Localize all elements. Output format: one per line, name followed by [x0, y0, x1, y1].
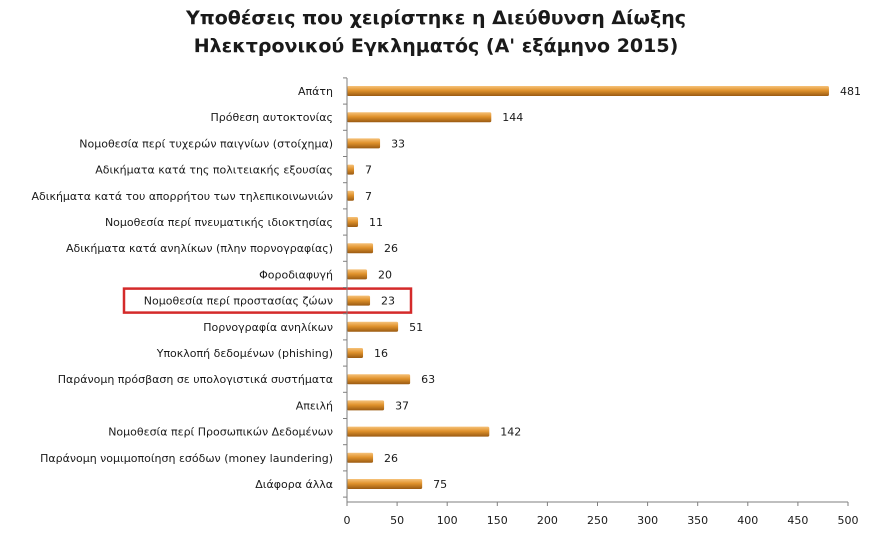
bar [347, 348, 364, 358]
axis-layer: 0 50 100 150 200 250 300 350 400 450 500 [343, 77, 859, 527]
x-tick-label: 200 [537, 514, 558, 527]
value-label: 37 [395, 399, 409, 412]
value-label: 7 [365, 164, 372, 177]
value-label: 33 [391, 137, 405, 150]
bar [347, 426, 490, 437]
chart-title-line-2: Ηλεκτρονικού Εγκληματός (Α' εξάμηνο 2015… [193, 35, 679, 57]
category-label: Απειλή [296, 399, 333, 412]
value-label: 16 [374, 347, 388, 360]
value-label: 26 [384, 242, 398, 255]
bars-layer: Απάτη 481 Πρόθεση αυτοκτονίας 144 Νομοθεσία … [31, 85, 860, 491]
category-label: Νομοθεσία περί Προσωπικών Δεδομένων [108, 426, 333, 439]
bar [347, 190, 355, 201]
category-label: Πορνογραφία ανηλίκων [203, 321, 333, 334]
value-label: 7 [365, 190, 372, 203]
x-tick-label: 450 [787, 514, 808, 527]
bar [347, 400, 385, 411]
bar [347, 112, 492, 123]
value-label: 26 [384, 452, 398, 465]
category-label: Αδικήματα κατά ανηλίκων (πλην πορνογραφί… [66, 242, 333, 255]
bar [347, 321, 399, 332]
category-label: Πρόθεση αυτοκτονίας [211, 111, 333, 124]
category-label: Αδικήματα κατά του απορρήτου των τηλεπικ… [31, 190, 333, 203]
bar [347, 479, 423, 489]
category-label: Νομοθεσία περί πνευματικής ιδιοκτησίας [105, 216, 333, 229]
category-label: Νομοθεσία περί τυχερών παιγνίων (στοίχημ… [79, 137, 333, 150]
x-tick-label: 350 [687, 514, 708, 527]
bar [347, 138, 381, 149]
value-label: 20 [378, 268, 392, 281]
category-label: Αδικήματα κατά της πολιτειακής εξουσίας [95, 164, 333, 177]
highlight-box [122, 287, 413, 314]
bar [347, 374, 411, 385]
value-label: 51 [409, 321, 423, 334]
category-label: Διάφορα άλλα [255, 478, 333, 491]
bar [347, 295, 371, 306]
chart-title-line-1: Υποθέσεις που χειρίστηκε η Διεύθυνση Δίω… [185, 7, 687, 29]
x-tick-label: 0 [344, 514, 351, 527]
x-tick-label: 300 [637, 514, 658, 527]
x-tick-label: 150 [487, 514, 508, 527]
category-label: Υποκλοπή δεδομένων (phishing) [156, 347, 333, 360]
x-tick-label: 400 [737, 514, 758, 527]
value-label: 23 [381, 295, 395, 308]
chart-title: Υποθέσεις που χειρίστηκε η Διεύθυνση Δίω… [0, 4, 872, 60]
category-label: Φοροδιαφυγή [259, 268, 333, 281]
bar [347, 452, 374, 463]
x-tick-label: 50 [390, 514, 404, 527]
x-tick-label: 500 [838, 514, 859, 527]
bar [347, 217, 359, 227]
value-label: 142 [500, 426, 521, 439]
category-label: Νομοθεσία περί προστασίας ζώων [144, 295, 333, 308]
x-tick-label: 100 [437, 514, 458, 527]
value-label: 144 [502, 111, 523, 124]
category-label: Παράνομη πρόσβαση σε υπολογιστικά συστήμ… [58, 373, 333, 386]
category-label: Παράνομη νομιμοποίηση εσόδων (money laun… [40, 452, 333, 465]
bar [347, 164, 355, 175]
value-label: 11 [369, 216, 383, 229]
bar [347, 269, 368, 280]
value-label: 481 [840, 85, 861, 98]
value-label: 75 [433, 478, 447, 491]
category-label: Απάτη [298, 85, 333, 98]
x-tick-label: 250 [587, 514, 608, 527]
bar [347, 86, 829, 96]
bar [347, 243, 374, 254]
value-label: 63 [421, 373, 435, 386]
